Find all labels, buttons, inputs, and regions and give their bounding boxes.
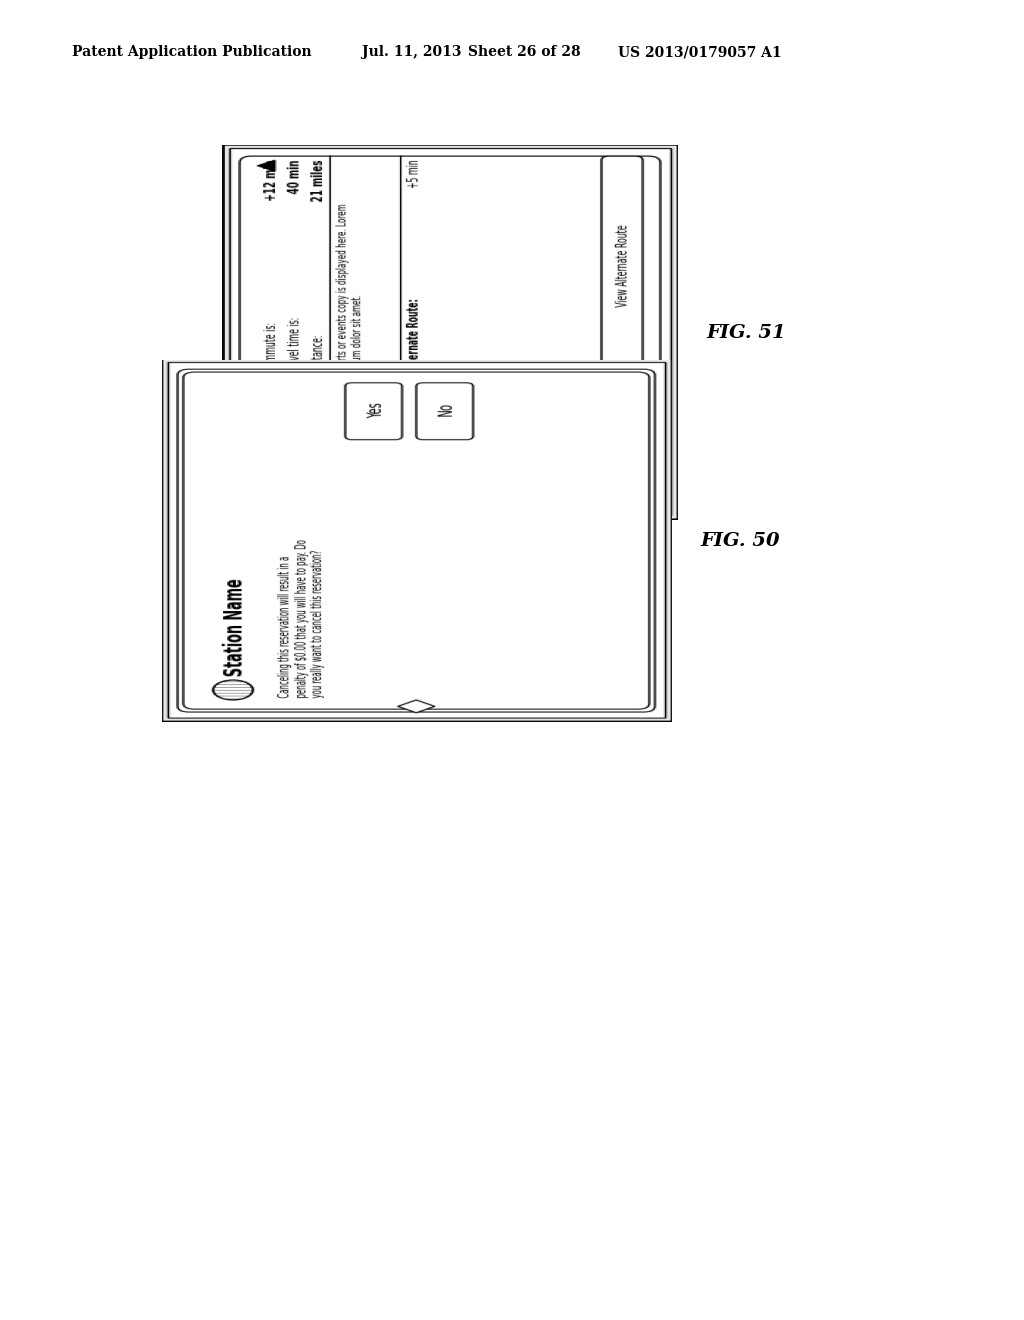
Text: FIG. 50: FIG. 50 xyxy=(700,532,779,550)
Text: FIG. 51: FIG. 51 xyxy=(706,323,785,342)
Text: Jul. 11, 2013: Jul. 11, 2013 xyxy=(362,45,462,59)
Text: Sheet 26 of 28: Sheet 26 of 28 xyxy=(468,45,581,59)
Text: US 2013/0179057 A1: US 2013/0179057 A1 xyxy=(618,45,781,59)
Text: Patent Application Publication: Patent Application Publication xyxy=(72,45,311,59)
